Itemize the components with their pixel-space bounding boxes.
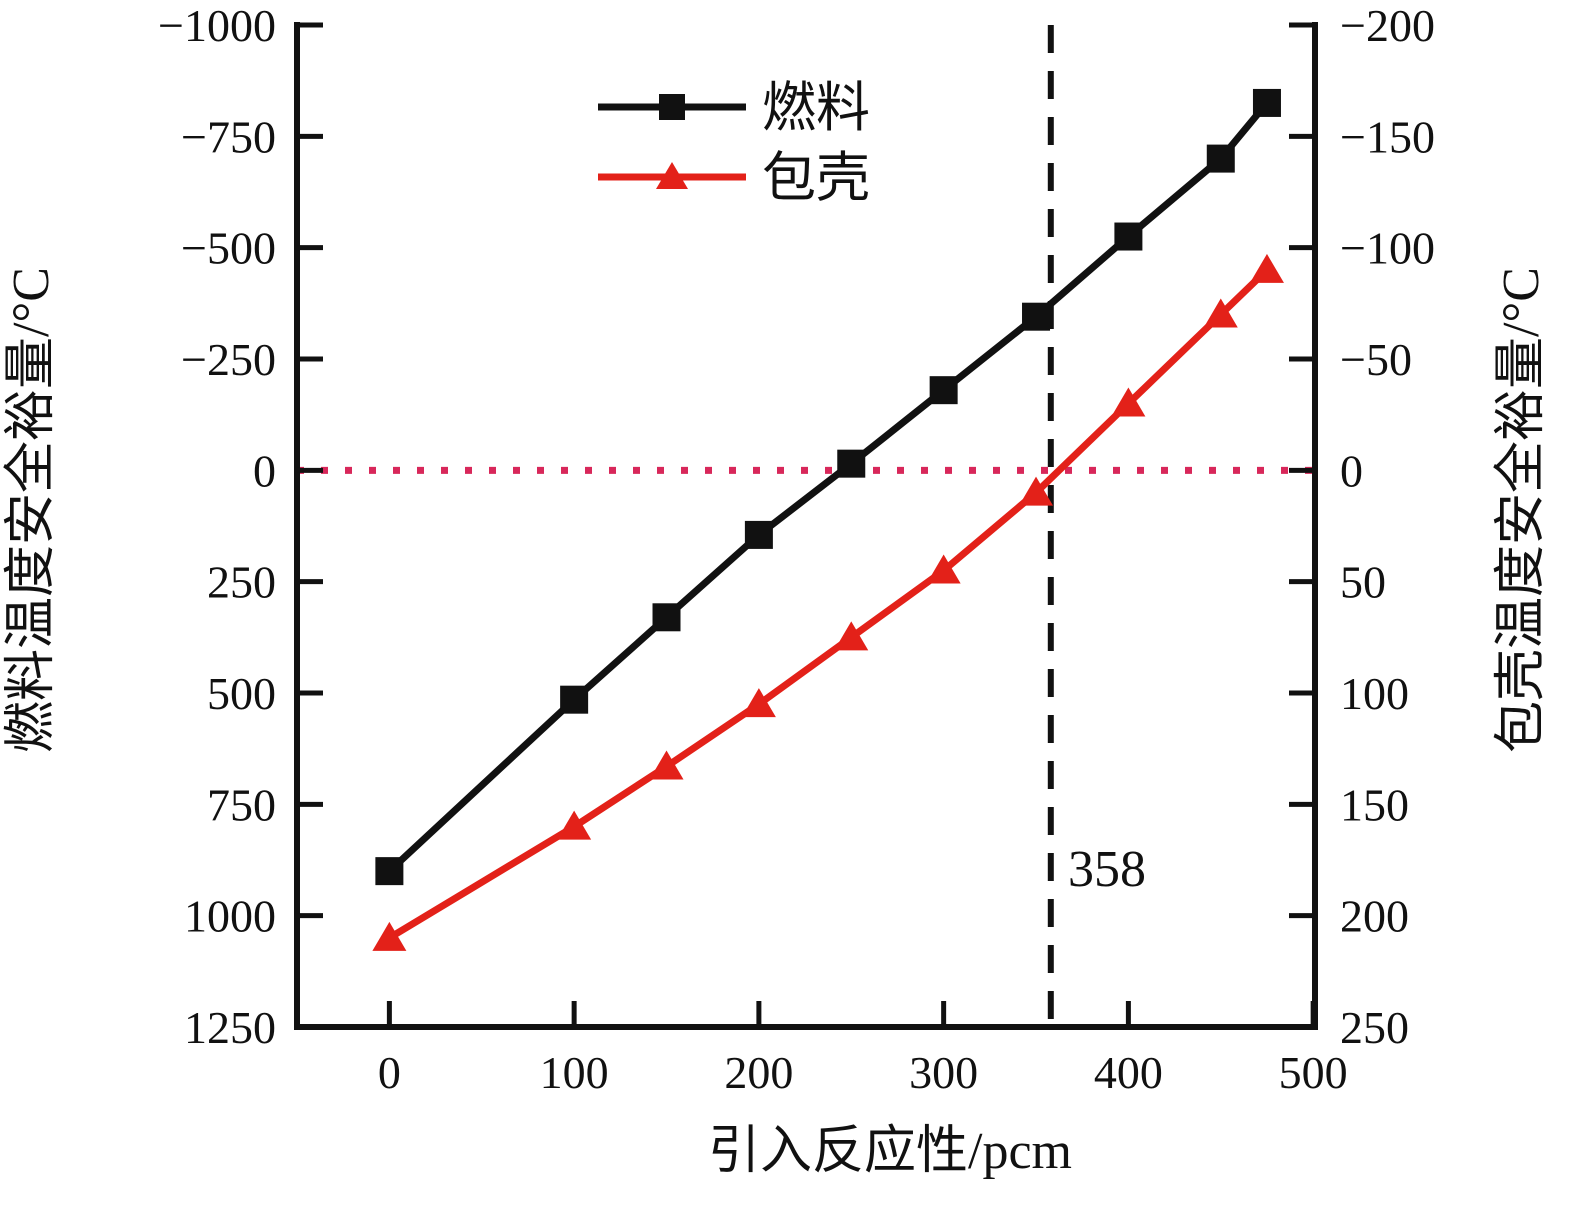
- left-tick-label: 0: [253, 445, 276, 496]
- x-axis-title: 引入反应性/pcm: [708, 1123, 1072, 1180]
- legend-label-fuel: 燃料: [762, 78, 870, 138]
- data-point-marker: [1022, 302, 1051, 331]
- data-point-marker: [1249, 253, 1284, 283]
- left-tick-label: 500: [207, 668, 276, 719]
- legend-sample-marker: [656, 162, 688, 189]
- right-tick-label: −200: [1340, 0, 1435, 51]
- left-tick-label: −750: [181, 111, 276, 162]
- data-point-marker: [1019, 476, 1054, 506]
- data-point-marker: [744, 520, 773, 549]
- data-point-marker: [375, 857, 404, 886]
- right-tick-label: 250: [1340, 1002, 1409, 1053]
- x-tick-label: 500: [1279, 1047, 1348, 1098]
- data-point-marker: [834, 621, 869, 651]
- right-tick-label: 50: [1340, 557, 1386, 608]
- data-point-marker: [649, 750, 684, 780]
- data-point-marker: [1203, 298, 1238, 328]
- data-point-marker: [837, 449, 866, 478]
- right-tick-label: 200: [1340, 891, 1409, 942]
- legend-samples-layer: [598, 94, 746, 189]
- tick-labels-layer: −1000−750−500−250025050075010001250−200−…: [158, 0, 1435, 1098]
- left-tick-label: 1000: [184, 891, 276, 942]
- data-point-marker: [741, 688, 776, 718]
- vline-annotation-358: 358: [1068, 841, 1146, 898]
- left-tick-label: −500: [181, 223, 276, 274]
- data-point-marker: [652, 603, 681, 632]
- right-tick-label: 100: [1340, 668, 1409, 719]
- y-axis-title-right: 包壳温度安全裕量/°C: [1493, 267, 1550, 753]
- left-tick-label: 750: [207, 779, 276, 830]
- right-tick-label: 0: [1340, 445, 1363, 496]
- x-tick-label: 200: [724, 1047, 793, 1098]
- x-tick-label: 300: [909, 1047, 978, 1098]
- data-point-marker: [926, 554, 961, 584]
- right-tick-label: 150: [1340, 779, 1409, 830]
- data-point-marker: [929, 376, 958, 405]
- data-point-marker: [1111, 387, 1146, 417]
- data-point-marker: [557, 810, 592, 840]
- y-axis-title-left: 燃料温度安全裕量/°C: [3, 267, 60, 753]
- left-tick-label: 250: [207, 557, 276, 608]
- series-line-1: [387, 267, 1270, 941]
- data-point-marker: [1252, 88, 1281, 117]
- left-tick-label: −1000: [158, 0, 276, 51]
- x-tick-label: 0: [378, 1047, 401, 1098]
- data-point-marker: [372, 921, 407, 951]
- legend-sample-marker: [659, 94, 685, 120]
- x-tick-label: 100: [540, 1047, 609, 1098]
- data-point-marker: [560, 685, 589, 714]
- series-layer: [372, 88, 1284, 951]
- legend-label-cladding: 包壳: [762, 148, 870, 208]
- series-line-0: [386, 100, 1270, 874]
- x-tick-label: 400: [1094, 1047, 1163, 1098]
- reference-lines-layer: [297, 25, 1315, 1027]
- data-point-marker: [1206, 144, 1235, 173]
- right-tick-label: −150: [1340, 111, 1435, 162]
- left-tick-label: −250: [181, 334, 276, 385]
- axes-layer: [294, 22, 1318, 1030]
- right-tick-label: −100: [1340, 223, 1435, 274]
- right-tick-label: −50: [1340, 334, 1412, 385]
- data-point-marker: [1114, 222, 1143, 251]
- left-tick-label: 1250: [184, 1002, 276, 1053]
